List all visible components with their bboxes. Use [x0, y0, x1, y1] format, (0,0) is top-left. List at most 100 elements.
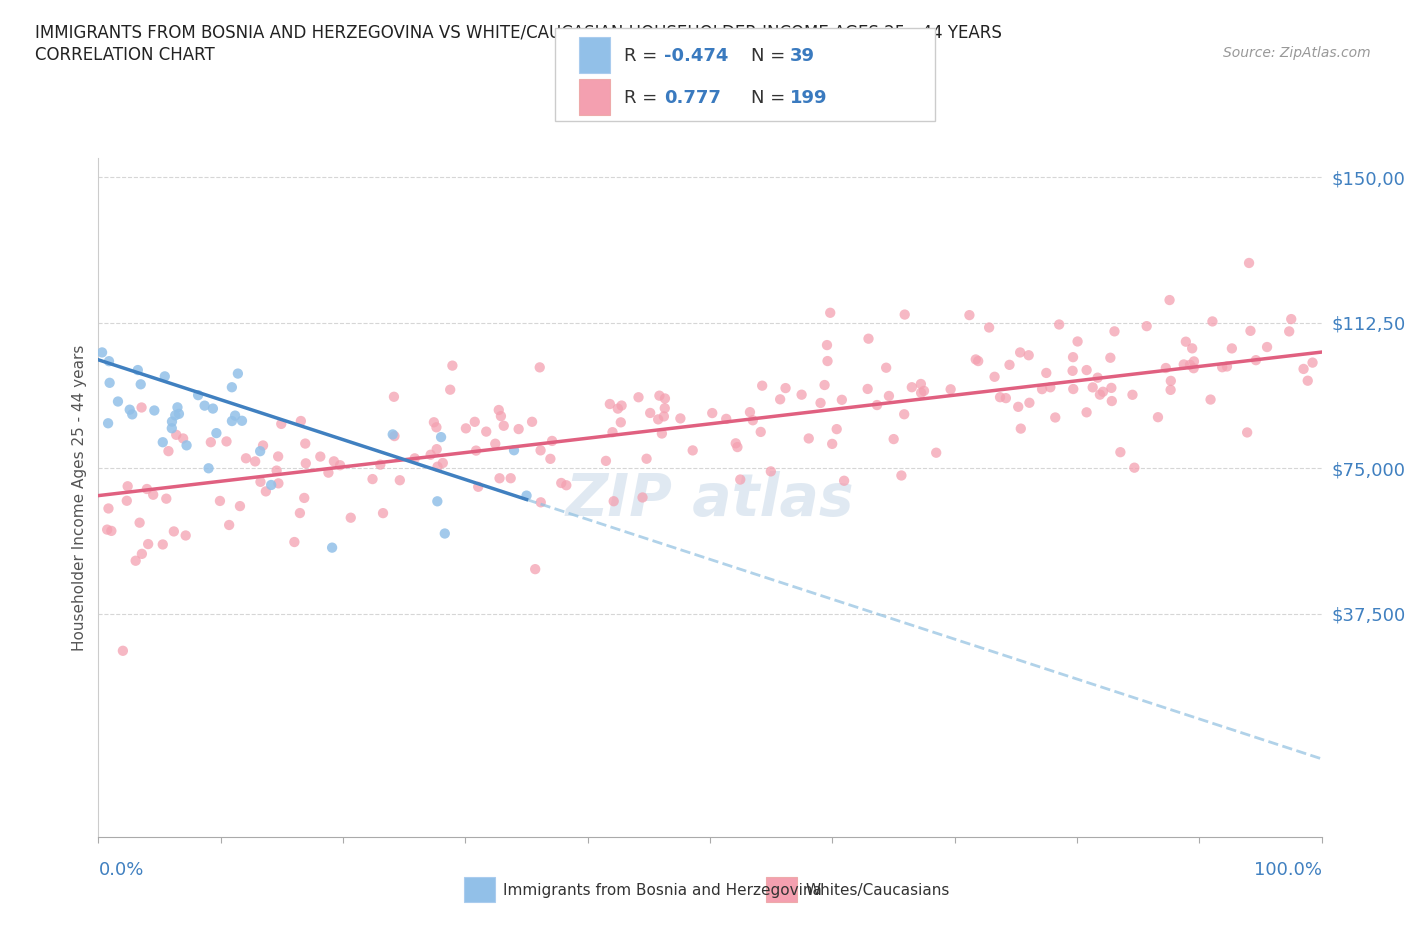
Point — [97, 416, 120, 431]
Point — [1216, 359, 1239, 374]
Point — [454, 421, 477, 436]
Point — [1182, 354, 1205, 369]
Point — [983, 369, 1005, 384]
Point — [595, 454, 617, 469]
Point — [142, 487, 165, 502]
Point — [610, 415, 633, 430]
Point — [117, 479, 139, 494]
Point — [832, 473, 855, 488]
Point — [538, 451, 561, 466]
Point — [111, 644, 134, 658]
Point — [821, 436, 844, 451]
Point — [988, 390, 1011, 405]
Point — [1010, 345, 1032, 360]
Point — [235, 451, 257, 466]
Point — [1201, 314, 1223, 329]
Point — [910, 385, 932, 400]
Point — [464, 415, 486, 430]
Point — [226, 366, 249, 381]
Point — [131, 400, 153, 415]
Point — [329, 458, 352, 472]
Point — [939, 382, 962, 397]
Point — [98, 353, 121, 368]
Point — [1091, 384, 1114, 399]
Point — [1292, 362, 1315, 377]
Point — [994, 391, 1017, 405]
Point — [638, 405, 661, 420]
Point — [890, 468, 912, 483]
Text: N =: N = — [751, 47, 790, 65]
Point — [163, 524, 186, 538]
Point — [1256, 339, 1278, 354]
Point — [1104, 324, 1126, 339]
Point — [702, 405, 724, 420]
Point — [1066, 334, 1088, 349]
Point — [488, 403, 510, 418]
Point — [631, 490, 654, 505]
Point — [294, 436, 316, 451]
Point — [433, 526, 456, 541]
Point — [1088, 387, 1111, 402]
Point — [866, 398, 889, 413]
Point — [636, 451, 658, 466]
Point — [187, 388, 209, 403]
Point — [818, 305, 841, 320]
Point — [115, 493, 138, 508]
Point — [967, 353, 990, 368]
Point — [1160, 382, 1182, 397]
Point — [648, 388, 671, 403]
Point — [172, 431, 194, 445]
Point — [155, 491, 177, 506]
Point — [426, 494, 449, 509]
Point — [128, 515, 150, 530]
Point — [856, 381, 879, 396]
Point — [260, 477, 283, 492]
Point — [467, 479, 489, 494]
Point — [91, 345, 114, 360]
Point — [283, 535, 305, 550]
Point — [769, 392, 792, 406]
Point — [153, 369, 176, 384]
Text: 100.0%: 100.0% — [1254, 860, 1322, 879]
Point — [96, 522, 118, 537]
Point — [520, 415, 543, 430]
Point — [508, 421, 530, 436]
Point — [925, 445, 948, 460]
Point — [730, 472, 752, 487]
Point — [484, 436, 506, 451]
Point — [388, 472, 411, 487]
Text: IMMIGRANTS FROM BOSNIA AND HERZEGOVINA VS WHITE/CAUCASIAN HOUSEHOLDER INCOME AGE: IMMIGRANTS FROM BOSNIA AND HERZEGOVINA V… — [35, 23, 1002, 41]
Point — [441, 358, 464, 373]
Point — [1211, 360, 1233, 375]
Point — [831, 392, 853, 407]
Text: R =: R = — [624, 47, 664, 65]
Point — [249, 444, 271, 458]
Point — [266, 463, 288, 478]
Point — [1101, 393, 1123, 408]
Point — [361, 472, 384, 486]
Point — [98, 376, 121, 391]
Point — [224, 408, 246, 423]
Text: -0.474: -0.474 — [664, 47, 728, 65]
Point — [602, 425, 624, 440]
Point — [1062, 364, 1084, 379]
Point — [309, 449, 332, 464]
Point — [152, 537, 174, 551]
Point — [124, 553, 146, 568]
Point — [825, 421, 848, 436]
Point — [810, 395, 832, 410]
Point — [1182, 361, 1205, 376]
Point — [749, 424, 772, 439]
Point — [541, 433, 564, 448]
Point — [529, 360, 551, 375]
Point — [910, 377, 932, 392]
Point — [813, 378, 835, 392]
Point — [815, 338, 838, 352]
Point — [499, 471, 522, 485]
Point — [200, 435, 222, 450]
Point — [318, 465, 340, 480]
Text: Immigrants from Bosnia and Herzegovina: Immigrants from Bosnia and Herzegovina — [503, 884, 823, 898]
Point — [174, 528, 197, 543]
Point — [1099, 351, 1122, 365]
Point — [167, 406, 190, 421]
